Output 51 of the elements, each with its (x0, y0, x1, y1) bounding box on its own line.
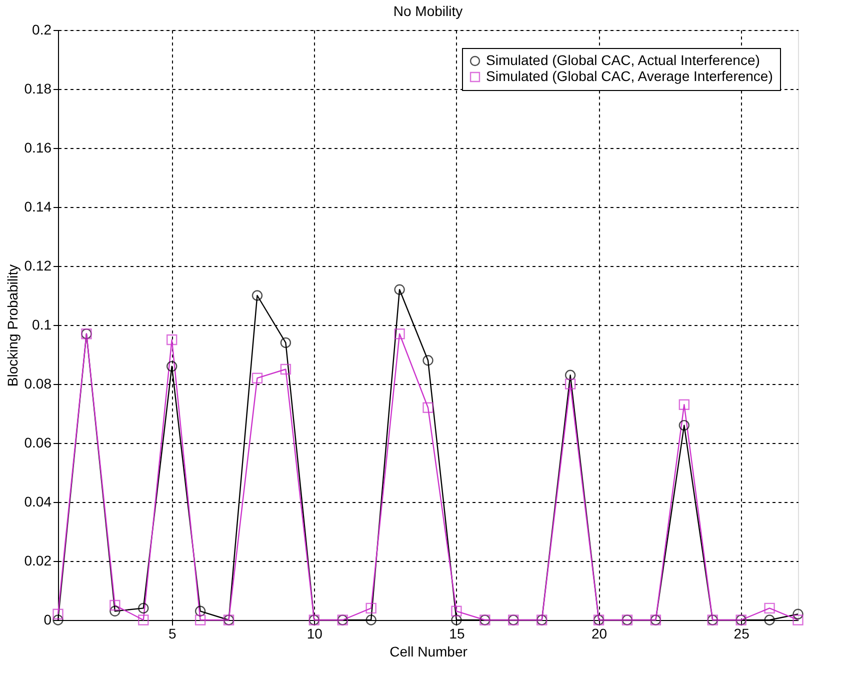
point (252, 290, 263, 301)
point (678, 420, 690, 431)
point (194, 606, 206, 616)
legend-label: Simulated (Global CAC, Actual Interference) (486, 52, 760, 68)
point (451, 606, 462, 616)
point (166, 360, 178, 372)
point (451, 614, 462, 626)
y-tick-label: 0.2 (32, 22, 52, 38)
x-tick-label: 20 (591, 626, 608, 642)
point (422, 355, 434, 366)
y-tick-label: 0.08 (24, 376, 52, 392)
point (422, 402, 434, 413)
chart-title: No Mobility (393, 3, 463, 19)
legend-label: Simulated (Global CAC, Average Interference) (486, 68, 773, 84)
y-tick-label: 0.02 (24, 552, 52, 568)
point (138, 602, 149, 614)
y-tick-label: 0.18 (24, 80, 52, 96)
point (394, 328, 405, 340)
x-tick-label: 25 (734, 626, 750, 642)
y-tick-label: 0.14 (24, 198, 52, 214)
x-tick-label: 5 (168, 626, 176, 642)
point (166, 334, 178, 346)
point (394, 284, 405, 295)
point (764, 614, 775, 626)
point (194, 614, 206, 626)
point (138, 614, 149, 626)
point (564, 370, 576, 380)
point (366, 614, 376, 626)
point (280, 364, 292, 375)
y-tick-label: 0.1 (32, 316, 52, 332)
point (792, 608, 804, 620)
point (366, 602, 376, 614)
point (52, 608, 64, 620)
x-tick-label: 15 (449, 626, 465, 642)
point (678, 399, 690, 410)
point (792, 614, 804, 626)
y-tick-label: 0.06 (24, 434, 52, 450)
point (564, 378, 576, 390)
point (52, 614, 64, 626)
point (110, 600, 120, 611)
point (252, 372, 263, 384)
point (764, 602, 775, 614)
point (280, 337, 292, 348)
x-tick-label: 10 (306, 626, 323, 642)
x-axis-title: Cell Number (390, 644, 468, 660)
point (110, 606, 120, 616)
y-axis-title: Blocking Probability (4, 264, 20, 387)
y-tick-label: 0.04 (24, 494, 52, 510)
y-tick-label: 0.12 (24, 258, 52, 274)
y-tick-label: 0.16 (24, 140, 52, 156)
y-tick-label: 0 (44, 612, 52, 628)
